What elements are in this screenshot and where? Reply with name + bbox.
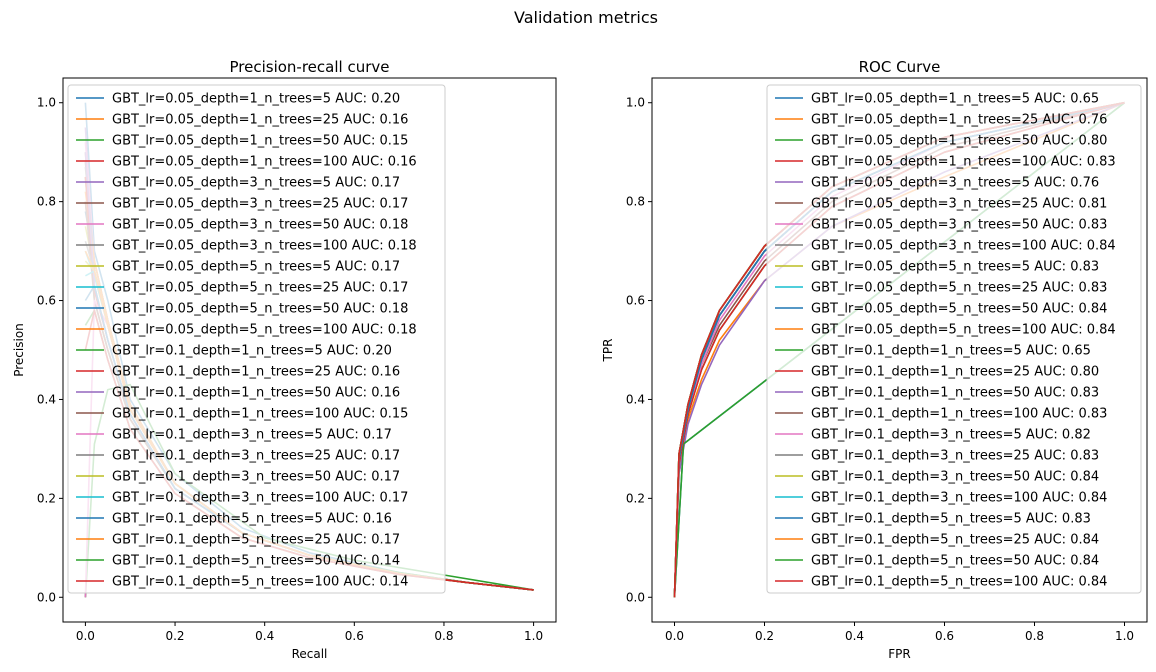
x-tick-label: 0.6 [935, 629, 954, 643]
legend-label: GBT_lr=0.05_depth=5_n_trees=50 AUC: 0.84 [811, 302, 1107, 317]
legend-label: GBT_lr=0.1_depth=1_n_trees=100 AUC: 0.83 [811, 407, 1107, 422]
x-tick-label: 0.0 [665, 629, 684, 643]
y-tick-label: 0.4 [626, 392, 645, 406]
legend-label: GBT_lr=0.1_depth=3_n_trees=5 AUC: 0.82 [811, 428, 1091, 443]
legend-label: GBT_lr=0.05_depth=1_n_trees=5 AUC: 0.65 [811, 92, 1099, 107]
legend-label: GBT_lr=0.05_depth=5_n_trees=50 AUC: 0.18 [112, 302, 408, 317]
y-tick-label: 0.8 [626, 195, 645, 209]
legend-label: GBT_lr=0.05_depth=1_n_trees=25 AUC: 0.16 [112, 113, 408, 128]
x-tick-label: 0.8 [434, 629, 453, 643]
x-tick-label: 0.2 [165, 629, 184, 643]
legend-label: GBT_lr=0.05_depth=1_n_trees=5 AUC: 0.20 [112, 92, 400, 107]
axes-frame [651, 77, 1148, 623]
legend-label: GBT_lr=0.1_depth=3_n_trees=100 AUC: 0.84 [811, 491, 1107, 506]
y-axis-label: Precision [12, 323, 26, 377]
legend-label: GBT_lr=0.1_depth=1_n_trees=50 AUC: 0.83 [811, 386, 1099, 401]
legend-label: GBT_lr=0.05_depth=5_n_trees=5 AUC: 0.83 [811, 260, 1099, 275]
y-tick-label: 0.4 [37, 392, 56, 406]
x-tick-label: 1.0 [1115, 629, 1134, 643]
legend-label: GBT_lr=0.1_depth=3_n_trees=5 AUC: 0.17 [112, 428, 392, 443]
y-tick-label: 1.0 [626, 96, 645, 110]
legend-label: GBT_lr=0.05_depth=3_n_trees=100 AUC: 0.1… [112, 239, 417, 254]
legend-label: GBT_lr=0.1_depth=5_n_trees=100 AUC: 0.84 [811, 575, 1107, 590]
precision-recall-panel: Precision-recall curve 0.0 0.2 0.4 0.6 0.8 1.0… [12, 58, 557, 661]
y-tick-label: 1.0 [37, 96, 56, 110]
x-axis-label: FPR [888, 647, 910, 661]
y-tick-label: 0.6 [626, 294, 645, 308]
y-tick-label: 0.8 [37, 195, 56, 209]
legend-label: GBT_lr=0.05_depth=1_n_trees=25 AUC: 0.76 [811, 113, 1107, 128]
legend-label: GBT_lr=0.1_depth=5_n_trees=100 AUC: 0.14 [112, 575, 408, 590]
x-tick-label: 0.6 [345, 629, 364, 643]
legend-label: GBT_lr=0.1_depth=3_n_trees=50 AUC: 0.17 [112, 470, 400, 485]
legend: GBT_lr=0.05_depth=1_n_trees=5 AUC: 0.20 G… [67, 84, 446, 594]
figure-suptitle: Validation metrics [514, 8, 658, 27]
legend-label: GBT_lr=0.1_depth=5_n_trees=25 AUC: 0.17 [112, 533, 400, 548]
x-tick-label: 0.8 [1025, 629, 1044, 643]
legend-label: GBT_lr=0.05_depth=3_n_trees=50 AUC: 0.18 [112, 218, 408, 233]
chart-title: Precision-recall curve [230, 58, 390, 76]
legend-label: GBT_lr=0.05_depth=5_n_trees=100 AUC: 0.1… [112, 323, 417, 338]
y-tick-label: 0.0 [626, 590, 645, 604]
legend-label: GBT_lr=0.1_depth=3_n_trees=25 AUC: 0.83 [811, 449, 1099, 464]
legend-label: GBT_lr=0.05_depth=3_n_trees=25 AUC: 0.81 [811, 197, 1107, 212]
legend-label: GBT_lr=0.1_depth=3_n_trees=100 AUC: 0.17 [112, 491, 408, 506]
x-tick-label: 1.0 [524, 629, 543, 643]
legend-label: GBT_lr=0.1_depth=1_n_trees=5 AUC: 0.65 [811, 344, 1091, 359]
x-axis-label: Recall [292, 647, 328, 661]
legend-label: GBT_lr=0.05_depth=1_n_trees=100 AUC: 0.8… [811, 155, 1116, 170]
legend-label: GBT_lr=0.1_depth=3_n_trees=25 AUC: 0.17 [112, 449, 400, 464]
legend-label: GBT_lr=0.1_depth=1_n_trees=25 AUC: 0.80 [811, 365, 1099, 380]
legend-label: GBT_lr=0.05_depth=5_n_trees=25 AUC: 0.83 [811, 281, 1107, 296]
x-tick-label: 0.0 [76, 629, 95, 643]
legend-label: GBT_lr=0.05_depth=3_n_trees=5 AUC: 0.76 [811, 176, 1099, 191]
x-tick-label: 0.2 [755, 629, 774, 643]
legend-label: GBT_lr=0.1_depth=1_n_trees=5 AUC: 0.20 [112, 344, 392, 359]
legend-label: GBT_lr=0.05_depth=1_n_trees=50 AUC: 0.80 [811, 134, 1107, 149]
legend-box [67, 84, 446, 594]
legend-label: GBT_lr=0.1_depth=5_n_trees=5 AUC: 0.83 [811, 512, 1091, 527]
legend: GBT_lr=0.05_depth=1_n_trees=5 AUC: 0.65 G… [766, 84, 1142, 594]
y-tick-label: 0.0 [37, 590, 56, 604]
legend-label: GBT_lr=0.1_depth=5_n_trees=5 AUC: 0.16 [112, 512, 392, 527]
legend-label: GBT_lr=0.05_depth=3_n_trees=100 AUC: 0.8… [811, 239, 1116, 254]
legend-label: GBT_lr=0.1_depth=5_n_trees=50 AUC: 0.84 [811, 554, 1099, 569]
legend-label: GBT_lr=0.05_depth=1_n_trees=50 AUC: 0.15 [112, 134, 408, 149]
legend-label: GBT_lr=0.1_depth=3_n_trees=50 AUC: 0.84 [811, 470, 1099, 485]
y-axis-label: TPR [601, 339, 615, 363]
legend-label: GBT_lr=0.05_depth=3_n_trees=50 AUC: 0.83 [811, 218, 1107, 233]
x-tick-label: 0.4 [255, 629, 274, 643]
legend-label: GBT_lr=0.05_depth=3_n_trees=25 AUC: 0.17 [112, 197, 408, 212]
axes-frame [62, 77, 557, 623]
y-tick-label: 0.6 [37, 294, 56, 308]
y-tick-label: 0.2 [626, 491, 645, 505]
roc-panel: ROC Curve 0.0 0.2 0.4 0.6 0.8 1.0 0.0 0.2 0.4 0.6 0… [601, 58, 1148, 661]
legend-label: GBT_lr=0.05_depth=1_n_trees=100 AUC: 0.1… [112, 155, 417, 170]
legend-label: GBT_lr=0.05_depth=5_n_trees=5 AUC: 0.17 [112, 260, 400, 275]
legend-label: GBT_lr=0.05_depth=3_n_trees=5 AUC: 0.17 [112, 176, 400, 191]
y-tick-label: 0.2 [37, 491, 56, 505]
legend-label: GBT_lr=0.05_depth=5_n_trees=25 AUC: 0.17 [112, 281, 408, 296]
legend-label: GBT_lr=0.1_depth=1_n_trees=100 AUC: 0.15 [112, 407, 408, 422]
legend-label: GBT_lr=0.1_depth=5_n_trees=25 AUC: 0.84 [811, 533, 1099, 548]
legend-label: GBT_lr=0.05_depth=5_n_trees=100 AUC: 0.8… [811, 323, 1116, 338]
legend-box [766, 84, 1142, 594]
legend-label: GBT_lr=0.1_depth=1_n_trees=25 AUC: 0.16 [112, 365, 400, 380]
legend-label: GBT_lr=0.1_depth=1_n_trees=50 AUC: 0.16 [112, 386, 400, 401]
legend-label: GBT_lr=0.1_depth=5_n_trees=50 AUC: 0.14 [112, 554, 400, 569]
chart-title: ROC Curve [859, 58, 941, 76]
x-tick-label: 0.4 [845, 629, 864, 643]
